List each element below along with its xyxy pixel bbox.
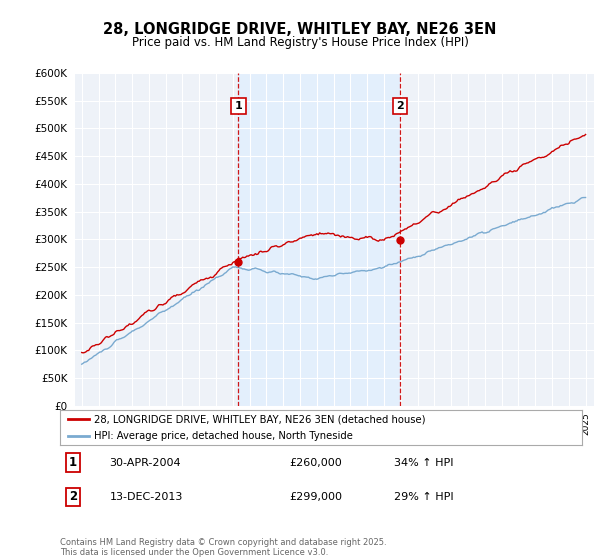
- Text: Price paid vs. HM Land Registry's House Price Index (HPI): Price paid vs. HM Land Registry's House …: [131, 36, 469, 49]
- Text: £260,000: £260,000: [290, 458, 343, 468]
- Text: Contains HM Land Registry data © Crown copyright and database right 2025.
This d: Contains HM Land Registry data © Crown c…: [60, 538, 386, 557]
- Text: 28, LONGRIDGE DRIVE, WHITLEY BAY, NE26 3EN: 28, LONGRIDGE DRIVE, WHITLEY BAY, NE26 3…: [103, 22, 497, 38]
- Text: HPI: Average price, detached house, North Tyneside: HPI: Average price, detached house, Nort…: [94, 431, 353, 441]
- Text: 34% ↑ HPI: 34% ↑ HPI: [394, 458, 454, 468]
- Text: 2: 2: [396, 101, 404, 111]
- Text: 1: 1: [235, 101, 242, 111]
- Text: 28, LONGRIDGE DRIVE, WHITLEY BAY, NE26 3EN (detached house): 28, LONGRIDGE DRIVE, WHITLEY BAY, NE26 3…: [94, 414, 425, 424]
- Text: 1: 1: [69, 456, 77, 469]
- Text: 13-DEC-2013: 13-DEC-2013: [110, 492, 183, 502]
- Text: 29% ↑ HPI: 29% ↑ HPI: [394, 492, 454, 502]
- Text: 30-APR-2004: 30-APR-2004: [110, 458, 181, 468]
- Bar: [238, 73, 400, 406]
- Text: 2: 2: [69, 490, 77, 503]
- Text: £299,000: £299,000: [290, 492, 343, 502]
